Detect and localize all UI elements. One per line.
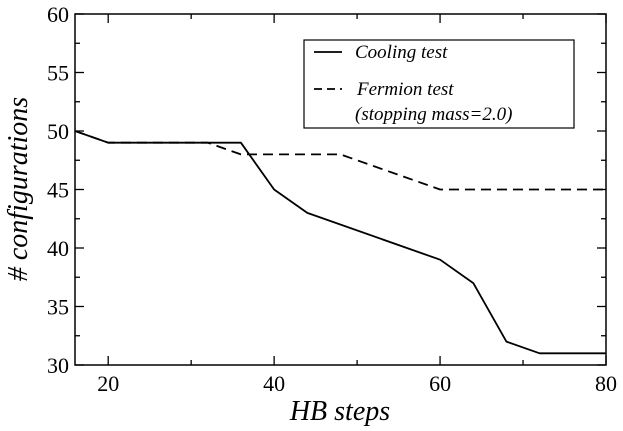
series-line-cooling [74,130,606,355]
y-tick-label: 55 [47,61,69,86]
series-lines [74,130,606,355]
x-axis-label: HB steps [289,396,390,427]
y-axis-label: # configurations [3,97,34,281]
y-tick-label: 35 [47,295,69,320]
legend-label-cooling: Cooling test [355,42,448,63]
legend-box [303,39,575,129]
x-tick-label: 60 [429,371,451,396]
legend-label-fermion-line2: (stopping mass=2.0) [355,104,512,125]
axis-ticks [75,13,607,366]
y-tick-label: 50 [47,119,69,144]
axis-tick-labels: 20 40 60 80 30 35 40 45 50 55 60 [47,2,617,396]
series-line-fermion [74,130,606,191]
y-tick-label: 40 [47,236,69,261]
y-tick-label: 30 [47,353,69,378]
legend-label-fermion: Fermion test [356,79,454,100]
y-tick-label: 45 [47,178,69,203]
y-tick-label: 60 [47,2,69,27]
x-tick-label: 40 [263,371,285,396]
x-tick-label: 80 [595,371,617,396]
x-tick-label: 20 [97,371,119,396]
legend: Cooling test Fermion test (stopping mass… [303,39,575,129]
